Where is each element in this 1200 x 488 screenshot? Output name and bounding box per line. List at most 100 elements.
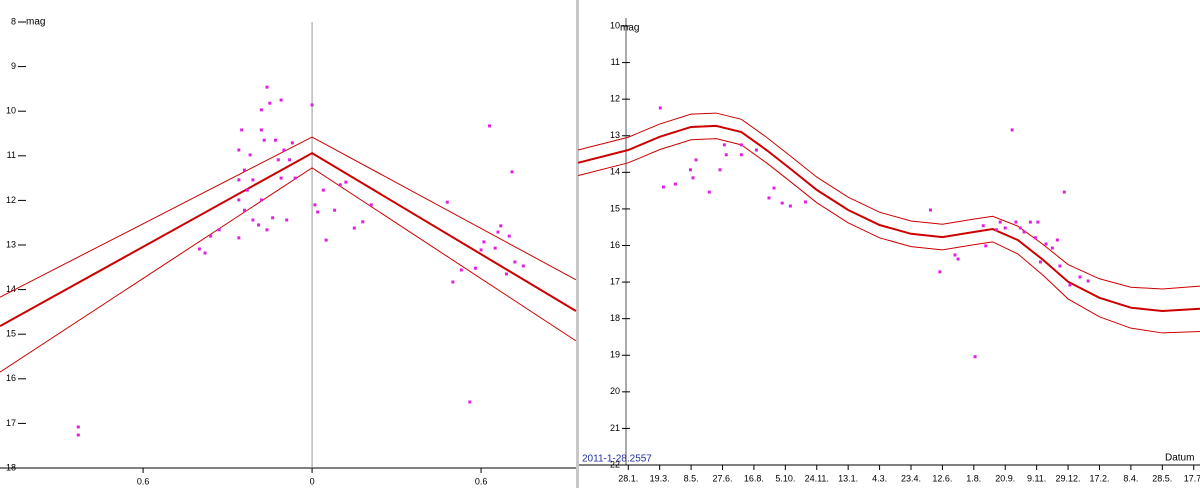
data-point — [499, 224, 503, 228]
data-point — [772, 186, 776, 190]
data-point — [313, 203, 317, 207]
data-point — [788, 204, 792, 208]
fit-curve — [577, 124, 1200, 312]
data-point — [242, 168, 246, 172]
fit-curve — [0, 151, 577, 328]
data-point — [953, 253, 957, 257]
x-tick-label: 28.1. — [618, 473, 638, 483]
data-point — [259, 108, 263, 112]
x-tick-label: 17.2. — [1089, 473, 1109, 483]
x-tick-label: 8.4. — [1123, 473, 1138, 483]
y-tick-label: 13 — [6, 239, 16, 249]
y-tick-label: 19 — [610, 350, 620, 360]
data-point — [209, 234, 213, 238]
data-point — [1018, 226, 1022, 230]
data-point — [1038, 260, 1042, 264]
y-tick-label: 18 — [610, 313, 620, 323]
data-point — [240, 128, 244, 132]
y-axis-label: mag — [620, 23, 639, 34]
x-tick-label: 16.8. — [744, 473, 764, 483]
data-point — [285, 218, 289, 222]
x-tick-label: 19.3. — [650, 473, 670, 483]
data-point — [76, 425, 80, 429]
y-tick-label: 15 — [6, 329, 16, 339]
x-tick-label: 28.5. — [1152, 473, 1172, 483]
data-point — [237, 148, 241, 152]
y-tick-label: 17 — [6, 418, 16, 428]
data-point — [333, 208, 337, 212]
x-tick-label: 29.12. — [1056, 473, 1081, 483]
data-point — [510, 170, 514, 174]
x-tick-label: 13.1. — [838, 473, 858, 483]
data-point — [1010, 128, 1014, 132]
data-point — [928, 208, 932, 212]
y-tick-label: 10 — [610, 20, 620, 30]
data-point — [718, 168, 722, 172]
y-tick-label: 11 — [611, 57, 620, 67]
y-tick-label: 16 — [6, 373, 16, 383]
data-point — [661, 185, 665, 189]
data-point — [1068, 283, 1072, 287]
data-point — [468, 400, 472, 404]
data-point — [688, 168, 692, 172]
data-point — [361, 220, 365, 224]
data-point — [691, 176, 695, 180]
data-point — [242, 208, 246, 212]
y-tick-label: 21 — [610, 423, 620, 433]
y-tick-label: 10 — [6, 106, 16, 116]
data-point — [1044, 242, 1048, 246]
data-point — [984, 244, 988, 248]
data-point — [767, 196, 771, 200]
x-tick-label: 20.9. — [995, 473, 1015, 483]
data-point — [310, 103, 314, 107]
y-tick-label: 9 — [11, 61, 16, 71]
y-tick-label: 12 — [6, 195, 16, 205]
y-tick-label: 8 — [11, 16, 16, 26]
y-tick-label: 20 — [610, 386, 620, 396]
data-point — [352, 226, 356, 230]
data-point — [1028, 220, 1032, 224]
y-axis-label: mag — [26, 17, 45, 28]
data-point — [76, 433, 80, 437]
data-point — [251, 178, 255, 182]
y-tick-label: 15 — [610, 203, 620, 213]
data-point — [739, 153, 743, 157]
y-tick-label: 14 — [6, 284, 16, 294]
data-point — [265, 228, 269, 232]
x-tick-label: 17.7. — [1184, 473, 1200, 483]
x-tick-label: 9.11. — [1027, 473, 1046, 483]
y-tick-label: 14 — [610, 167, 620, 177]
y-tick-label: 11 — [7, 150, 16, 160]
data-point — [998, 220, 1002, 224]
data-point — [803, 200, 807, 204]
data-point — [956, 257, 960, 261]
y-tick-label: 18 — [6, 462, 16, 472]
data-point — [316, 210, 320, 214]
x-tick-label: 0.6 — [475, 476, 488, 486]
data-point — [217, 228, 221, 232]
data-point — [1003, 226, 1007, 230]
data-point — [707, 190, 711, 194]
data-point — [451, 280, 455, 284]
data-point — [262, 138, 266, 142]
x-tick-label: 1.8. — [966, 473, 981, 483]
data-point — [290, 141, 294, 145]
data-point — [1022, 230, 1026, 234]
data-point — [938, 270, 942, 274]
x-tick-label: 4.3. — [872, 473, 887, 483]
fit-curve — [577, 112, 1200, 290]
y-tick-label: 17 — [610, 276, 620, 286]
fit-curve — [577, 138, 1200, 334]
data-point — [521, 264, 525, 268]
data-point — [722, 143, 726, 147]
data-point — [1062, 190, 1066, 194]
data-point — [658, 106, 662, 110]
data-point — [1055, 238, 1059, 242]
data-point — [288, 158, 292, 162]
data-point — [324, 238, 328, 242]
annotation: 2011-1-28.2557 — [582, 454, 652, 465]
data-point — [251, 218, 255, 222]
x-tick-label: 0 — [310, 476, 315, 486]
data-point — [973, 355, 977, 359]
x-tick-label: 27.6. — [712, 473, 732, 483]
